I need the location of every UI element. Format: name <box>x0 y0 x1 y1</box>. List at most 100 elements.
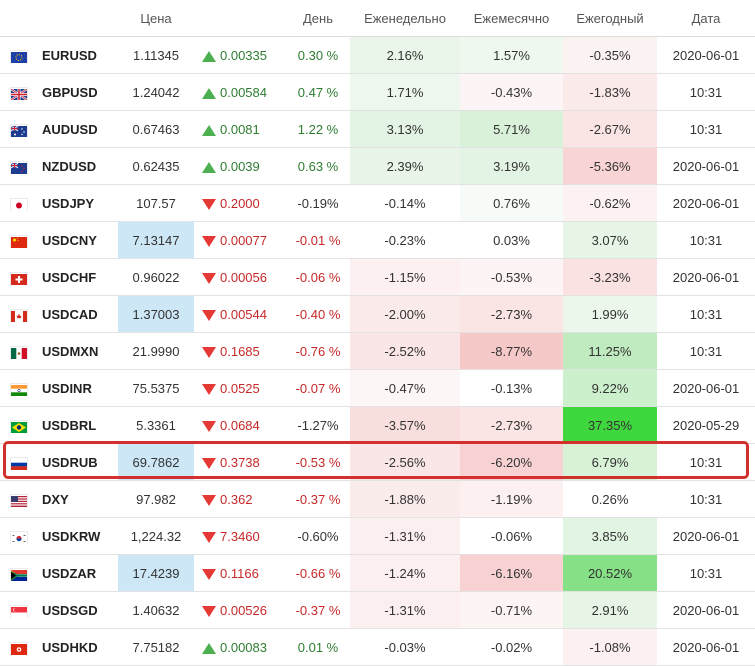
date-cell: 10:31 <box>657 295 755 333</box>
symbol-link[interactable]: EURUSD <box>38 36 118 74</box>
nz-flag-icon <box>10 162 27 174</box>
change-value: 0.0081 <box>220 121 260 137</box>
day-change-cell: -0.53 % <box>286 443 350 481</box>
table-row[interactable]: USDZAR 17.4239 0.1166 -0.66 % -1.24% -6.16% 20… <box>0 554 755 592</box>
table-row[interactable]: NZDUSD 0.62435 0.0039 0.63 % 2.39% 3.19% -5.36… <box>0 147 755 185</box>
change-value: 0.00056 <box>220 269 267 285</box>
symbol-link[interactable]: USDMXN <box>38 332 118 370</box>
arrow-down-icon <box>202 235 216 247</box>
change-value: 0.3738 <box>220 454 260 470</box>
change-cell: 0.1166 <box>194 554 286 592</box>
header-symbol <box>38 0 118 37</box>
table-row[interactable]: USDMXN 21.9990 0.1685 -0.76 % -2.52% -8.77% 11… <box>0 332 755 370</box>
table-row[interactable]: USDCAD 1.37003 0.00544 -0.40 % -2.00% -2.73% 1… <box>0 295 755 333</box>
arrow-down-icon <box>202 309 216 321</box>
price-cell: 1,224.32 <box>118 517 194 555</box>
symbol-link[interactable]: USDSGD <box>38 591 118 629</box>
day-change-cell: 0.47 % <box>286 73 350 111</box>
price-cell: 1.40632 <box>118 591 194 629</box>
price-cell: 1.24042 <box>118 73 194 111</box>
change-cell: 0.0039 <box>194 147 286 185</box>
weekly-change-cell: -2.56% <box>350 443 460 481</box>
symbol-link[interactable]: USDBRL <box>38 406 118 444</box>
symbol-link[interactable]: GBPUSD <box>38 73 118 111</box>
header-weekly[interactable]: Еженедельно <box>350 0 460 37</box>
yearly-change-cell: 1.99% <box>563 295 657 333</box>
table-row[interactable]: USDCNY 7.13147 0.00077 -0.01 % -0.23% 0.03% 3.… <box>0 221 755 259</box>
flag-cell <box>0 36 38 74</box>
table-row[interactable]: EURUSD 1.11345 0.00335 0.30 % 2.16% 1.57% -0.3… <box>0 36 755 74</box>
symbol-link[interactable]: USDKRW <box>38 517 118 555</box>
table-row[interactable]: USDBRL 5.3361 0.0684 -1.27% -3.57% -2.73% 37.3… <box>0 406 755 444</box>
yearly-change-cell: -2.67% <box>563 110 657 148</box>
header-day[interactable]: День <box>286 0 350 37</box>
header-yearly[interactable]: Ежегодный <box>563 0 657 37</box>
day-change-cell: -0.66 % <box>286 554 350 592</box>
monthly-change-cell: 3.19% <box>460 147 563 185</box>
symbol-link[interactable]: USDZAR <box>38 554 118 592</box>
arrow-down-icon <box>202 198 216 210</box>
table-row[interactable]: USDJPY 107.57 0.2000 -0.19% -0.14% 0.76% -0.62… <box>0 184 755 222</box>
change-value: 0.00526 <box>220 602 267 618</box>
arrow-down-icon <box>202 457 216 469</box>
symbol-link[interactable]: NZDUSD <box>38 147 118 185</box>
arrow-down-icon <box>202 383 216 395</box>
price-cell: 5.3361 <box>118 406 194 444</box>
symbol-link[interactable]: USDRUB <box>38 443 118 481</box>
flag-cell <box>0 258 38 296</box>
change-cell: 0.1685 <box>194 332 286 370</box>
price-cell: 0.96022 <box>118 258 194 296</box>
change-value: 0.00335 <box>220 47 267 63</box>
table-row[interactable]: USDKRW 1,224.32 7.3460 -0.60% -1.31% -0.06% 3.… <box>0 517 755 555</box>
yearly-change-cell: -1.83% <box>563 73 657 111</box>
monthly-change-cell: -6.20% <box>460 443 563 481</box>
table-row[interactable]: USDCHF 0.96022 0.00056 -0.06 % -1.15% -0.53% -… <box>0 258 755 296</box>
symbol-link[interactable]: USDHKD <box>38 628 118 666</box>
price-cell: 1.37003 <box>118 295 194 333</box>
symbol-link[interactable]: USDJPY <box>38 184 118 222</box>
flag-cell <box>0 184 38 222</box>
header-date[interactable]: Дата <box>657 0 755 37</box>
arrow-down-icon <box>202 605 216 617</box>
header-price[interactable]: Цена <box>118 0 194 37</box>
table-row[interactable]: AUDUSD 0.67463 0.0081 1.22 % 3.13% 5.71% -2.67… <box>0 110 755 148</box>
flag-cell <box>0 73 38 111</box>
change-value: 7.3460 <box>220 528 260 544</box>
date-cell: 2020-05-29 <box>657 406 755 444</box>
arrow-up-icon <box>202 124 216 136</box>
table-row[interactable]: USDSGD 1.40632 0.00526 -0.37 % -1.31% -0.71% 2… <box>0 591 755 629</box>
flag-cell <box>0 443 38 481</box>
symbol-link[interactable]: USDCNY <box>38 221 118 259</box>
header-monthly[interactable]: Ежемесячно <box>460 0 563 37</box>
weekly-change-cell: -3.57% <box>350 406 460 444</box>
table-row[interactable]: USDINR 75.5375 0.0525 -0.07 % -0.47% -0.13% 9.… <box>0 369 755 407</box>
monthly-change-cell: -2.73% <box>460 295 563 333</box>
symbol-link[interactable]: USDINR <box>38 369 118 407</box>
price-cell: 21.9990 <box>118 332 194 370</box>
change-value: 0.2000 <box>220 195 260 211</box>
table-row[interactable]: GBPUSD 1.24042 0.00584 0.47 % 1.71% -0.43% -1.… <box>0 73 755 111</box>
symbol-link[interactable]: DXY <box>38 480 118 518</box>
date-cell: 10:31 <box>657 554 755 592</box>
date-cell: 10:31 <box>657 221 755 259</box>
change-value: 0.0525 <box>220 380 260 396</box>
symbol-link[interactable]: USDCHF <box>38 258 118 296</box>
flag-cell <box>0 110 38 148</box>
table-row[interactable]: USDRUB 69.7862 0.3738 -0.53 % -2.56% -6.20% 6.… <box>0 443 755 481</box>
change-value: 0.00584 <box>220 84 267 100</box>
symbol-link[interactable]: AUDUSD <box>38 110 118 148</box>
flag-cell <box>0 628 38 666</box>
au-flag-icon <box>10 125 27 137</box>
yearly-change-cell: 6.79% <box>563 443 657 481</box>
change-value: 0.0039 <box>220 158 260 174</box>
monthly-change-cell: -0.06% <box>460 517 563 555</box>
table-row[interactable]: USDHKD 7.75182 0.00083 0.01 % -0.03% -0.02% -1… <box>0 628 755 666</box>
day-change-cell: 0.01 % <box>286 628 350 666</box>
change-cell: 0.362 <box>194 480 286 518</box>
symbol-link[interactable]: USDCAD <box>38 295 118 333</box>
price-cell: 1.11345 <box>118 36 194 74</box>
us-flag-icon <box>11 495 27 507</box>
table-row[interactable]: DXY 97.982 0.362 -0.37 % -1.88% -1.19% 0.26% 10… <box>0 480 755 518</box>
price-cell: 0.67463 <box>118 110 194 148</box>
monthly-change-cell: -1.19% <box>460 480 563 518</box>
